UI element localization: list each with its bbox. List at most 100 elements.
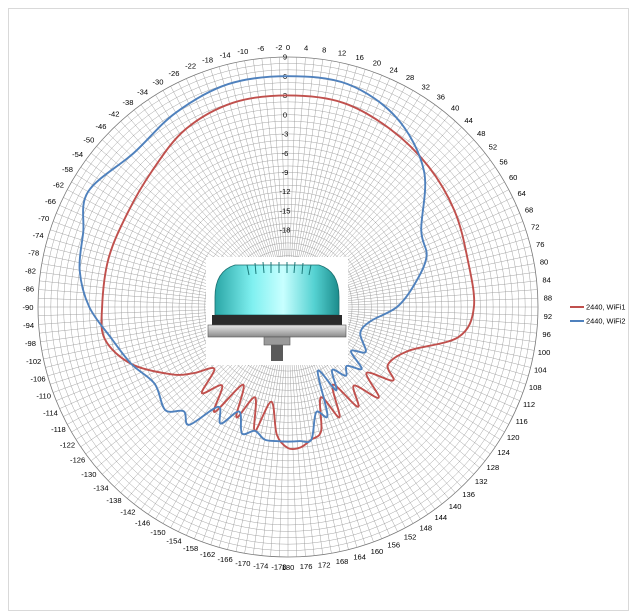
angle-tick-label: 92 bbox=[544, 312, 552, 321]
angle-tick-label: 76 bbox=[536, 240, 544, 249]
angle-tick-label: -42 bbox=[109, 110, 120, 119]
radial-tick-label: 0 bbox=[283, 110, 287, 119]
radial-tick-label: -6 bbox=[282, 149, 289, 158]
legend: 2440, WiFi1 2440, WiFi2 bbox=[570, 303, 625, 326]
angle-tick-label: -54 bbox=[72, 150, 83, 159]
angle-tick-label: 72 bbox=[531, 222, 539, 231]
angle-tick-label: -142 bbox=[120, 508, 135, 517]
angle-tick-label: -82 bbox=[25, 267, 36, 276]
angle-tick-label: 44 bbox=[464, 116, 472, 125]
angle-tick-label: 148 bbox=[419, 523, 432, 532]
angle-tick-label: 140 bbox=[449, 502, 462, 511]
series-lines bbox=[78, 75, 476, 451]
angle-tick-label: -118 bbox=[51, 425, 66, 434]
angle-tick-label: -18 bbox=[202, 56, 213, 65]
series-line-wifi2 bbox=[78, 75, 428, 444]
angle-tick-label: -134 bbox=[93, 483, 108, 492]
angle-tick-label: -178 bbox=[271, 563, 286, 572]
radial-tick-label: 9 bbox=[283, 53, 287, 62]
angle-tick-label: 124 bbox=[497, 448, 510, 457]
angle-tick-label: 16 bbox=[355, 53, 363, 62]
angle-tick-label: -166 bbox=[217, 555, 232, 564]
angle-tick-label: -2 bbox=[276, 43, 283, 52]
angle-tick-label: 152 bbox=[404, 532, 417, 541]
angle-tick-label: 120 bbox=[507, 433, 520, 442]
angle-tick-label: 136 bbox=[462, 490, 475, 499]
angle-tick-label: 156 bbox=[387, 540, 400, 549]
angle-tick-label: -30 bbox=[153, 78, 164, 87]
polar-antenna-pattern-chart: 0 4 8 12 16202428323640444852566064687276808… bbox=[23, 43, 626, 572]
radial-tick-label: -18 bbox=[280, 226, 291, 235]
angle-tick-label: -122 bbox=[60, 441, 75, 450]
angle-tick-label: -154 bbox=[166, 536, 181, 545]
angle-tick-label: -22 bbox=[185, 62, 196, 71]
angle-tick-label: -114 bbox=[43, 409, 58, 418]
radial-tick-label: -12 bbox=[280, 187, 291, 196]
angle-tick-label: 0 bbox=[286, 43, 290, 52]
angle-tick-label: 100 bbox=[538, 348, 551, 357]
angle-tick-label: 104 bbox=[534, 366, 547, 375]
angle-tick-label: 80 bbox=[540, 258, 548, 267]
angle-tick-label: 176 bbox=[300, 562, 313, 571]
angle-tick-label: -6 bbox=[257, 44, 264, 53]
angle-tick-label: 108 bbox=[529, 383, 542, 392]
angle-tick-label: -86 bbox=[23, 285, 34, 294]
angle-tick-label: 52 bbox=[489, 143, 497, 152]
angle-tick-label: 84 bbox=[542, 276, 550, 285]
angle-tick-label: 12 bbox=[338, 48, 346, 57]
radial-tick-label: -9 bbox=[282, 168, 289, 177]
angle-tick-label: -98 bbox=[25, 339, 36, 348]
angle-tick-label: 168 bbox=[336, 557, 349, 566]
angle-tick-label: -38 bbox=[122, 98, 133, 107]
angle-tick-label: 20 bbox=[373, 58, 381, 67]
angle-tick-label: -146 bbox=[135, 518, 150, 527]
angle-tick-label: 112 bbox=[523, 400, 535, 409]
angle-tick-label: 172 bbox=[318, 560, 331, 569]
angle-tick-label: 116 bbox=[516, 417, 528, 426]
series-line-wifi1 bbox=[100, 94, 476, 451]
angle-tick-label: -106 bbox=[30, 374, 45, 383]
angle-tick-label: -158 bbox=[183, 544, 198, 553]
angle-tick-label: -110 bbox=[36, 392, 51, 401]
angle-tick-label: -170 bbox=[235, 559, 250, 568]
angle-tick-label: 64 bbox=[517, 189, 525, 198]
chart-frame: 0 4 8 12 16 20 24 28 32 36 40 44 48 52 56 60 64 68 72 76 80 8… bbox=[8, 8, 629, 611]
angle-tick-label: -70 bbox=[38, 214, 49, 223]
angle-tick-label: -138 bbox=[106, 496, 121, 505]
angle-tick-label: -130 bbox=[81, 470, 96, 479]
radial-tick-label: -3 bbox=[282, 130, 289, 139]
angle-tick-label: -62 bbox=[53, 181, 64, 190]
angle-tick-label: -150 bbox=[150, 528, 165, 537]
angle-tick-label: -94 bbox=[23, 321, 34, 330]
angle-tick-label: -162 bbox=[200, 550, 215, 559]
angle-tick-label: -102 bbox=[26, 357, 41, 366]
angle-tick-label: 96 bbox=[542, 330, 550, 339]
radial-tick-label: -15 bbox=[280, 206, 291, 215]
angle-tick-label: -46 bbox=[95, 122, 106, 131]
angle-tick-label: 164 bbox=[353, 553, 366, 562]
antenna-device-picture bbox=[206, 257, 348, 365]
angle-tick-label: 24 bbox=[390, 65, 398, 74]
angle-tick-label: 36 bbox=[437, 92, 445, 101]
legend-label-wifi1: 2440, WiFi1 bbox=[586, 303, 625, 312]
angle-tick-label: -126 bbox=[70, 456, 85, 465]
angle-tick-label: 68 bbox=[525, 205, 533, 214]
angle-tick-label: 128 bbox=[487, 463, 500, 472]
angle-tick-label: 180 bbox=[282, 563, 295, 572]
angle-tick-label: -58 bbox=[62, 165, 73, 174]
angle-tick-label: -66 bbox=[45, 197, 56, 206]
angle-tick-label: 60 bbox=[509, 173, 517, 182]
angle-tick-label: 56 bbox=[499, 157, 507, 166]
angle-tick-label: -74 bbox=[33, 231, 44, 240]
angle-tick-label: -174 bbox=[253, 561, 268, 570]
angle-tick-label: -34 bbox=[137, 87, 148, 96]
angle-tick-label: 88 bbox=[544, 294, 552, 303]
angle-tick-label: 4 bbox=[304, 43, 308, 52]
angle-tick-label: -50 bbox=[83, 136, 94, 145]
angle-tick-label: 160 bbox=[371, 547, 384, 556]
angle-tick-label: 132 bbox=[475, 477, 488, 486]
legend-label-wifi2: 2440, WiFi2 bbox=[586, 317, 625, 326]
angle-tick-label: 40 bbox=[451, 104, 459, 113]
angle-tick-label: -90 bbox=[23, 303, 34, 312]
angle-tick-label: 28 bbox=[406, 73, 414, 82]
